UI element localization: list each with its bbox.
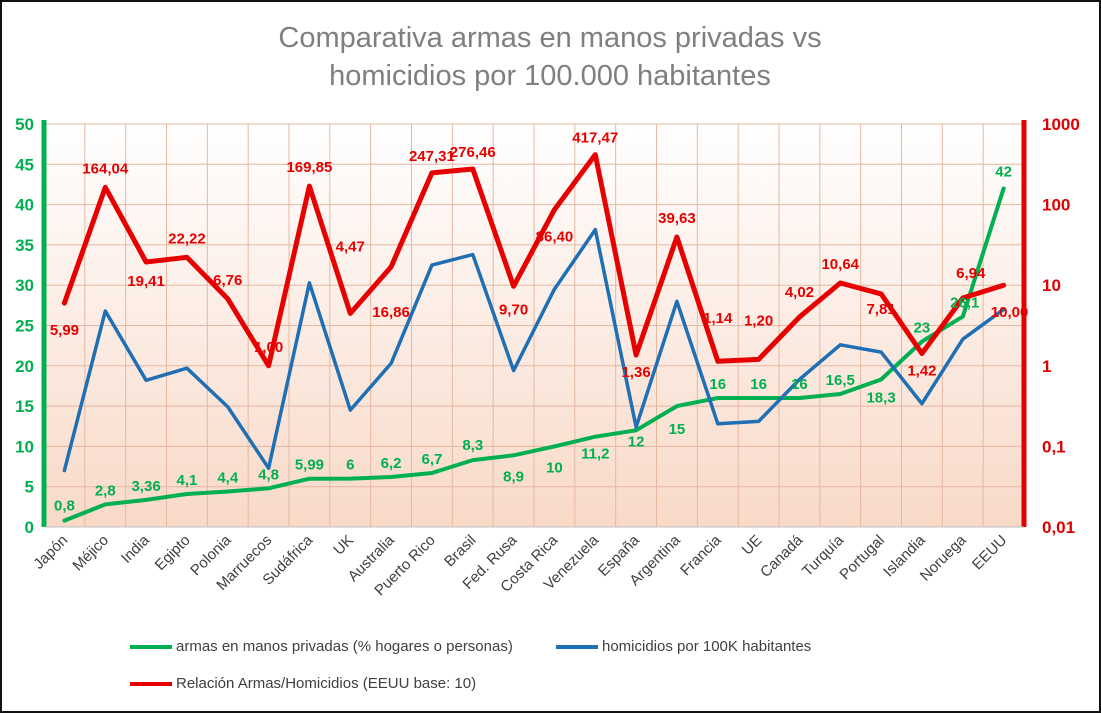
data-label-armas: 42: [995, 163, 1012, 180]
left-axis-tick-label: 30: [15, 276, 34, 295]
data-label-armas: 0,8: [54, 498, 75, 515]
data-label-relacion: 10,64: [821, 256, 859, 273]
left-axis-tick-label: 0: [25, 518, 34, 537]
data-label-armas: 2,8: [95, 482, 116, 499]
data-label-relacion: 5,99: [50, 322, 79, 339]
data-label-relacion: 22,22: [168, 230, 206, 247]
right-axis-tick-label: 1: [1042, 357, 1051, 376]
chart-title-line-1: Comparativa armas en manos privadas vs: [278, 22, 822, 54]
data-label-relacion: 9,70: [499, 301, 528, 318]
data-label-relacion: 417,47: [572, 130, 618, 147]
data-label-armas: 16: [709, 376, 726, 393]
data-label-armas: 15: [669, 421, 686, 438]
data-label-relacion: 6,76: [213, 272, 242, 289]
data-label-relacion: 1,36: [621, 364, 650, 381]
x-axis-category-label: Francia: [677, 531, 725, 579]
x-axis-category-label: Noruega: [917, 531, 970, 584]
data-label-relacion: 247,31: [409, 148, 455, 165]
left-axis-tick-label: 20: [15, 357, 34, 376]
right-axis-tick-label: 0,01: [1042, 518, 1075, 537]
x-axis-category-label: Japón: [30, 532, 71, 573]
data-label-relacion: 7,81: [866, 301, 895, 318]
x-axis-category-label: EEUU: [969, 532, 1010, 573]
legend-item-homicidios: homicidios por 100K habitantes: [556, 638, 811, 655]
data-label-armas: 26,1: [950, 295, 979, 312]
series-layer: [61, 152, 1007, 523]
data-label-armas: 4,8: [258, 466, 279, 483]
data-label-relacion: 10,00: [991, 304, 1029, 321]
left-axis-tick-label: 25: [15, 317, 34, 336]
data-label-relacion: 1,00: [254, 339, 283, 356]
legend-item-armas: armas en manos privadas (% hogares o per…: [130, 638, 513, 655]
left-axis-tick-label: 40: [15, 196, 34, 215]
right-axis-tick-label: 1000: [1042, 115, 1080, 134]
legend-swatch-green: [130, 644, 172, 649]
data-label-relacion: 39,63: [658, 210, 696, 227]
right-axis-tick-label: 100: [1042, 196, 1070, 215]
x-axis-category-label: Portugal: [836, 532, 888, 584]
data-label-armas: 3,36: [131, 478, 160, 495]
x-axis-category-label: UK: [330, 532, 357, 559]
data-label-relacion: 276,46: [450, 144, 496, 161]
data-label-relacion: 1,14: [703, 310, 733, 327]
legend-item-relacion: Relación Armas/Homicidios (EEUU base: 10…: [130, 675, 476, 692]
data-label-armas: 18,3: [866, 390, 895, 407]
data-label-relacion: 164,04: [82, 160, 129, 177]
data-label-relacion: 4,47: [336, 238, 365, 255]
data-label-armas: 6,7: [421, 451, 442, 468]
right-axis-tick-label: 0,1: [1042, 437, 1066, 456]
data-label-armas: 23: [914, 320, 931, 337]
data-label-armas: 16,5: [826, 372, 855, 389]
data-label-armas: 5,99: [295, 457, 324, 474]
x-axis-category-label: Brasil: [441, 532, 480, 571]
data-label-relacion: 86,40: [536, 229, 574, 246]
left-axis-tick-label: 35: [15, 236, 34, 255]
left-axis-tick-label: 50: [15, 115, 34, 134]
data-label-relacion: 1,42: [907, 363, 936, 380]
legend-swatch-red: [130, 681, 172, 686]
data-label-armas: 12: [628, 433, 645, 450]
data-label-relacion: 4,02: [785, 284, 814, 301]
x-axis-category-label: Méjico: [69, 532, 112, 575]
left-axis-tick-label: 15: [15, 397, 34, 416]
data-labels: 0,8 2,8 3,36 4,1 4,4 4,8 5,99 6 6,2 6,7 8,3 8,9 10 11…: [50, 130, 1029, 515]
data-label-armas: 8,9: [503, 468, 524, 485]
legend-label-armas: armas en manos privadas (% hogares o per…: [176, 638, 513, 655]
left-axis-tick-label: 5: [25, 478, 34, 497]
series-line-1: [62, 186, 1006, 523]
legend-label-relacion: Relación Armas/Homicidios (EEUU base: 10…: [176, 675, 477, 692]
data-label-armas: 4,1: [176, 472, 197, 489]
data-label-armas: 11,2: [581, 446, 609, 463]
x-axis-category-label: India: [118, 531, 153, 566]
data-label-relacion: 169,85: [286, 159, 332, 176]
x-axis-category-label: UE: [739, 532, 766, 559]
data-label-armas: 6,2: [381, 455, 402, 472]
data-label-armas: 4,4: [217, 470, 239, 487]
data-label-armas: 16: [750, 376, 767, 393]
left-axis-tick-label: 10: [15, 437, 34, 456]
right-axis-tick-label: 10: [1042, 276, 1061, 295]
data-label-armas: 16: [791, 376, 808, 393]
data-label-relacion: 16,86: [372, 304, 410, 321]
series-line-3: [61, 152, 1007, 369]
legend-swatch-blue: [556, 644, 598, 649]
data-label-relacion: 1,20: [744, 312, 773, 329]
data-label-armas: 6: [346, 457, 354, 474]
x-axis-category-label: Canadá: [757, 531, 807, 581]
data-label-armas: 8,3: [462, 437, 483, 454]
data-label-relacion: 19,41: [127, 273, 165, 290]
data-label-armas: 10: [546, 459, 563, 476]
legend-label-homicidios: homicidios por 100K habitantes: [602, 638, 812, 655]
left-axis-tick-label: 45: [15, 155, 34, 174]
chart-title-line-2: homicidios por 100.000 habitantes: [329, 60, 771, 92]
data-label-relacion: 6,94: [956, 265, 986, 282]
series-line-2: [62, 227, 1006, 473]
